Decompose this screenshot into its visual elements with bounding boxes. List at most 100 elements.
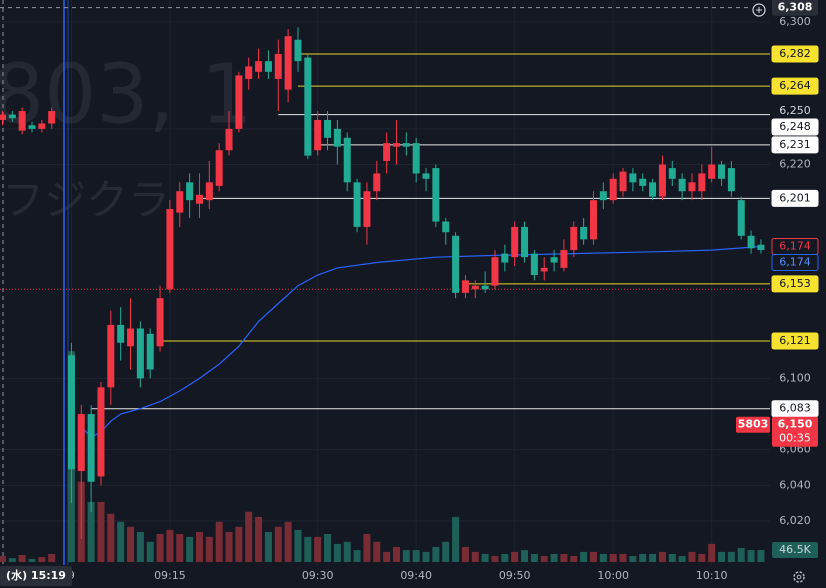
volume-bar [481,553,489,562]
candle-body [452,235,460,293]
axis-layer: 6,3006,2406,2206,1006,0606,0406,020909:1… [68,0,819,582]
volume-bar [195,531,203,562]
candle-body [589,200,597,240]
candle-body [333,128,341,147]
candle-body [678,178,686,192]
volume-bar [156,534,164,562]
candle-body [619,171,627,192]
x-tick-label: 09:50 [499,569,531,582]
candle-body [48,111,56,124]
candle-body [373,173,381,192]
candle-body [757,244,765,251]
crosshair-price-box [772,0,818,16]
volume-bar [383,551,391,562]
candle-body [737,200,745,236]
watermark-symbol: 803, 1 [0,47,253,142]
candle-body [442,221,450,233]
settings-icon[interactable] [793,571,805,583]
candle-body [363,191,371,227]
candle-body [580,226,588,240]
crosshair-time-box [0,566,72,586]
volume-bar [166,529,174,562]
volume-bar [225,531,233,562]
level-label-box [771,77,819,95]
volume-bar [402,550,410,562]
volume-bar [38,557,46,562]
under-layer [0,0,770,565]
candle-body [688,182,696,192]
volume-bar [658,551,666,562]
candle-body [225,128,233,151]
candle-body [343,137,351,183]
volume-bar [87,501,95,562]
volume-bar [333,543,341,562]
level-label-box [772,103,818,120]
add-button[interactable] [752,3,766,17]
volume-label-box [772,541,818,558]
volume-bar [442,541,450,562]
volume-bar [629,556,637,562]
volume-bar [747,550,755,562]
candle-body [77,414,85,472]
crosshair-time-label: (水) 15:19 [6,568,66,582]
candle-body [324,119,332,138]
candle-body [560,250,568,268]
volume-bar [205,536,213,562]
volume-bar [649,553,657,562]
volume-bar [314,536,322,562]
volume-bar [580,551,588,562]
candle-body [38,123,46,129]
settings-icon[interactable] [796,574,802,580]
volume-bar [353,550,361,562]
candle-body [708,164,716,179]
level-label: 6,153 [779,277,811,290]
volume-bar [521,550,529,562]
volume-bar [373,541,381,562]
volume-bar [343,541,351,562]
volume-bar [452,516,460,562]
candle-body [314,119,322,151]
candle-body [521,226,529,258]
candle-body [658,164,666,197]
volume-bar [117,521,125,562]
volume-bar [757,549,765,562]
volume-bar [737,548,745,562]
volume-bar [274,526,282,562]
candle-body [481,285,489,290]
volume-bar [107,513,115,562]
level-label: 6,264 [779,79,811,92]
volume-bar [501,553,509,562]
symbol-box [736,416,770,433]
volume-bar [28,558,36,562]
crosshair-price-label: 6,308 [778,1,813,14]
candle-body [186,182,194,201]
add-icon[interactable] [752,3,766,17]
candle-body [461,280,469,293]
settings-button[interactable] [793,571,805,583]
volume-bar [550,553,558,562]
current-price-box [772,416,818,447]
level-label: 6,174 [779,239,811,252]
candle-body [87,414,95,482]
volume-bar [146,541,154,562]
candle-body [471,285,479,290]
volume-bar [235,526,243,562]
candle-body [136,328,144,379]
volume-bar [245,511,253,562]
volume-bar [718,551,726,562]
candle-body [422,173,430,179]
volume-bar [304,536,312,562]
candle-body [540,267,548,272]
volume-bar [8,558,16,562]
volume-bar [461,546,469,562]
level-label-box [771,189,819,207]
x-tick-label: 09:15 [154,569,186,582]
candle-body [215,150,223,186]
volume-bar [176,534,184,562]
candle-body [530,253,538,276]
volume-bar [294,529,302,562]
candle-body [8,114,16,119]
candle-body [245,66,253,79]
